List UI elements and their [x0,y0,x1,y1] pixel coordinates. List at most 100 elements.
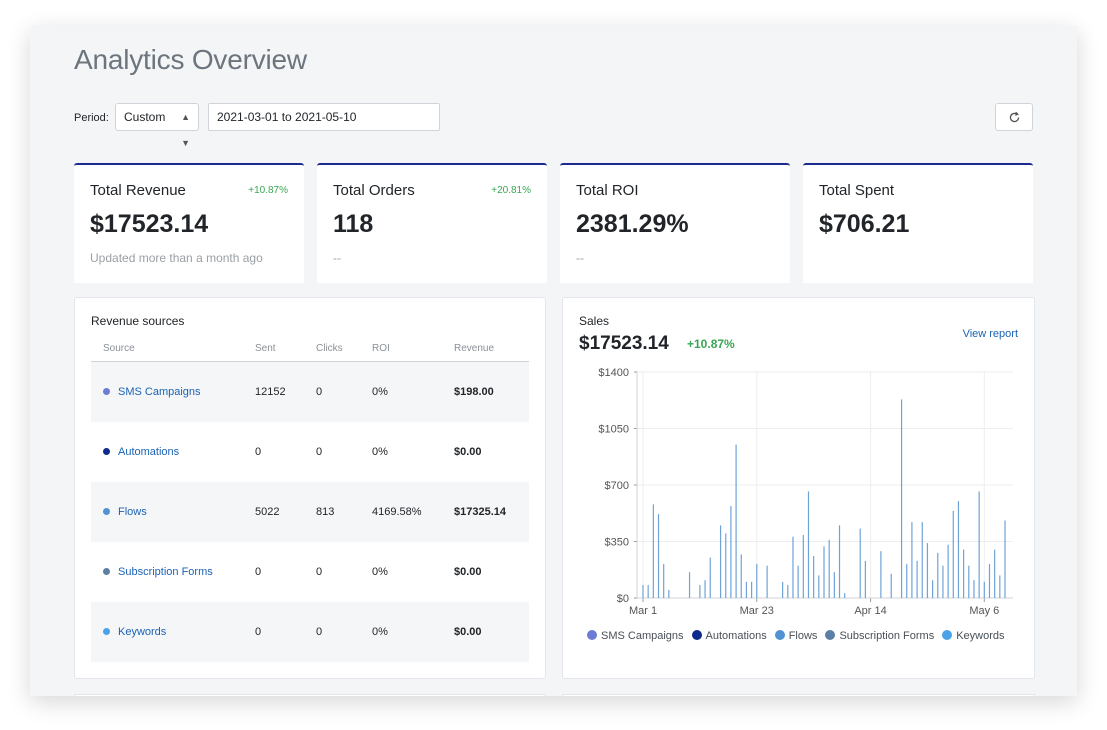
kpi-change: +10.87% [248,185,288,196]
select-arrows-icon: ▲ ▼ [181,112,190,148]
legend-item[interactable]: Keywords [942,630,1005,642]
chart-bar [890,573,892,598]
table-row: Keywords 0 0 0% $0.00 [91,602,529,662]
legend-label: SMS Campaigns [601,630,684,642]
sent-cell: 0 [255,446,262,458]
source-link[interactable]: Automations [118,446,180,458]
chart-bar [957,501,960,598]
chart-bar [921,522,923,598]
chart-bar [926,543,929,598]
chart-bar [642,585,644,598]
sent-cell: 0 [243,602,304,662]
chart-bar [688,572,691,598]
chart-bar [704,580,706,598]
legend-item[interactable]: Subscription Forms [825,630,934,642]
kpi-value: 118 [333,210,374,238]
y-tick-label: $1050 [598,424,629,436]
source-link[interactable]: SMS Campaigns [118,386,201,398]
legend-item[interactable]: Flows [774,630,818,642]
roi-cell: 0% [360,602,442,662]
chart-bar [906,564,908,598]
sales-value: $17523.14 [579,333,669,354]
chart-bar [911,522,913,598]
chart-bar [900,399,903,598]
legend-item[interactable]: SMS Campaigns [587,630,684,642]
y-tick-label: $1400 [598,367,629,379]
sales-change: +10.87% [687,337,735,351]
refresh-button[interactable] [995,103,1033,131]
legend-item[interactable]: Automations [691,630,767,642]
table-row: Automations 0 0 0% $0.00 [91,422,529,482]
source-link[interactable]: Flows [118,506,147,518]
column-header-clicks: Clicks [304,336,360,362]
source-cell: SMS Campaigns [91,361,243,422]
chart-bar [916,560,918,598]
next-panel-edge [562,694,1035,696]
source-cell: Automations [91,422,243,482]
sent-cell: 0 [255,566,262,578]
legend-dot [825,630,836,640]
column-header-sent: Sent [243,336,304,362]
chart-bar [864,560,866,598]
y-tick-label: $0 [617,593,629,605]
kpi-value: $706.21 [819,210,910,238]
x-tick-label: Mar 23 [740,605,774,617]
y-tick-label: $350 [605,537,629,549]
clicks-cell: 0 [316,566,323,578]
chart-bar [807,491,810,598]
x-tick-label: Apr 14 [854,605,886,617]
chart-bar [730,505,732,598]
roi-cell: 0% [360,361,442,422]
roi-cell: 4169.58% [360,482,442,542]
chart-bar [983,581,985,598]
clicks-cell: 0 [316,446,323,458]
chart-bar [740,554,742,598]
clicks-cell: 0 [304,602,360,662]
chart-bar [818,575,820,598]
source-color-dot [103,568,110,575]
chart-bar [999,575,1001,598]
legend-dot [774,630,785,640]
source-link[interactable]: Keywords [118,626,167,638]
source-color-dot [103,388,110,395]
legend-label: Subscription Forms [839,630,935,642]
kpi-value: 2381.29% [576,210,689,238]
chart-legend: SMS Campaigns Automations Flows Subscriptio… [587,630,1013,642]
chart-bar [952,510,954,598]
revenue-sources-panel: Revenue sources Source Sent Clicks ROI R… [74,297,546,679]
date-range-input[interactable]: 2021-03-01 to 2021-05-10 [208,103,440,131]
kpi-title: Total Spent [819,182,895,199]
revenue-sources-table: Source Sent Clicks ROI Revenue SMS Campa… [91,336,529,662]
chart-bar [823,546,825,598]
source-color-dot [103,628,110,635]
period-select[interactable]: Custom ▲ ▼ [115,103,199,148]
panel-title: Revenue sources [91,314,185,328]
sales-panel: Sales $17523.14 +10.87% View report $0 $3… [562,297,1035,679]
sent-cell: 5022 [243,482,304,542]
chart-bar [1004,520,1006,598]
chart-bar [859,528,861,598]
kpi-value: $17523.14 [90,210,209,238]
chart-bar [813,556,815,598]
clicks-cell: 813 [304,482,360,542]
view-report-link[interactable]: View report [962,328,1018,340]
chart-bar [963,549,965,598]
chart-bar [766,565,768,598]
kpi-title: Total ROI [576,182,639,199]
revenue-cell: $0.00 [442,602,529,662]
chart-bar [745,581,748,598]
source-color-dot [103,508,110,515]
source-link[interactable]: Subscription Forms [118,566,213,578]
legend-dot [587,630,597,640]
period-select-value: Custom [124,110,166,124]
kpi-total-roi: Total ROI 2381.29% -- [560,163,790,283]
table-header-row: Source Sent Clicks ROI Revenue [91,336,529,362]
chart-bar [844,593,846,598]
chart-bar [942,565,944,598]
chart-bar [792,536,794,598]
chart-bar [725,533,727,598]
legend-label: Flows [788,630,818,642]
chart-bar [668,589,670,598]
sent-cell: 12152 [243,361,304,422]
revenue-cell: $0.00 [454,566,482,578]
